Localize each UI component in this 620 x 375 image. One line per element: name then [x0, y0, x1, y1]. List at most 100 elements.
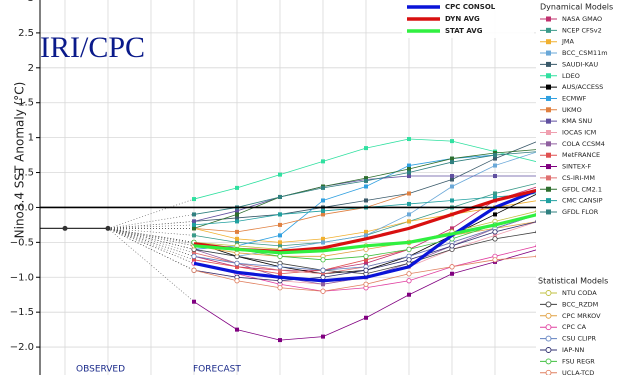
legend-label: CSU CLIPR	[562, 335, 596, 343]
legend-marker	[545, 335, 552, 342]
point	[493, 191, 497, 196]
point	[493, 174, 497, 179]
point	[192, 299, 196, 304]
point	[449, 264, 455, 270]
legend-heading: Statistical Models	[538, 277, 608, 286]
legend-marker	[546, 209, 551, 215]
legend-marker	[546, 50, 551, 56]
point	[235, 240, 239, 245]
point	[407, 191, 411, 196]
legend-label: MetFRANCE	[562, 151, 600, 159]
y-tick-label: −0.5	[10, 237, 34, 248]
legend-label: SINTEX-F	[562, 163, 591, 171]
annotation: OBSERVED	[76, 365, 125, 375]
point	[321, 212, 325, 217]
point	[493, 153, 497, 158]
point	[407, 167, 411, 172]
observed-point	[62, 225, 68, 231]
point	[493, 194, 497, 199]
point	[450, 174, 454, 179]
series-line	[193, 193, 410, 233]
point	[450, 177, 454, 182]
point	[235, 327, 239, 332]
point	[406, 246, 412, 252]
legend-marker	[545, 347, 552, 353]
legend-marker	[546, 164, 551, 170]
point	[363, 246, 369, 252]
legend-label: STAT AVG	[445, 27, 483, 35]
point	[321, 159, 325, 164]
legend-label: IOCAS ICM	[562, 129, 596, 137]
connector	[107, 228, 195, 243]
chart-title: IRI/CPC	[40, 31, 145, 64]
legend-marker	[546, 73, 551, 79]
annotation: FORECAST	[193, 365, 241, 375]
point	[492, 236, 498, 242]
point	[364, 229, 368, 234]
legend-label: AUS/ACCESS	[562, 83, 603, 91]
point	[235, 185, 239, 190]
legend-label: CS-IRI-MM	[562, 174, 595, 182]
legend-marker	[546, 27, 551, 33]
legend-marker	[546, 175, 551, 181]
series-line	[193, 154, 496, 250]
point	[535, 244, 536, 248]
point	[278, 233, 282, 238]
point	[363, 253, 369, 259]
legend-marker	[545, 312, 552, 319]
point	[407, 219, 411, 224]
legend-label: BCC_CSM11m	[562, 49, 608, 57]
point	[191, 253, 197, 259]
legend-label: ECMWF	[562, 94, 587, 102]
point	[364, 315, 368, 320]
point	[235, 219, 239, 224]
point	[234, 260, 240, 266]
point	[492, 257, 498, 263]
point	[278, 194, 282, 199]
legend-label: GFDL FLOR	[562, 208, 599, 216]
connector	[107, 228, 195, 245]
point	[364, 233, 368, 238]
point	[407, 292, 411, 297]
legend-label: NASA GMAO	[562, 15, 602, 23]
point	[364, 261, 368, 266]
point	[320, 274, 326, 280]
connector	[107, 214, 195, 229]
point	[535, 254, 536, 258]
connector	[107, 198, 195, 229]
legend-label: NTU CODA	[562, 289, 597, 297]
legend-marker	[546, 16, 551, 22]
legend-marker	[546, 198, 551, 204]
point	[278, 338, 282, 343]
series-line	[193, 189, 536, 283]
y-tick-label: 3	[28, 0, 34, 4]
point	[492, 229, 498, 235]
legend-marker	[545, 369, 552, 375]
point	[277, 253, 283, 259]
point	[321, 208, 325, 213]
legend-label: DYN AVG	[445, 15, 480, 23]
legend-label: CPC MRKOV	[562, 312, 601, 320]
point	[406, 257, 412, 263]
connector	[107, 228, 195, 264]
legend-marker	[545, 358, 552, 365]
point	[406, 278, 412, 284]
point	[235, 229, 239, 234]
point	[407, 201, 411, 206]
point	[363, 267, 369, 273]
legend-marker	[546, 107, 551, 113]
legend-marker	[546, 95, 551, 101]
legend-marker	[546, 141, 551, 147]
point	[278, 240, 282, 245]
y-tick-label: 2.5	[18, 28, 34, 39]
legend-label: JMA	[561, 38, 575, 46]
point	[278, 243, 282, 248]
connector	[107, 228, 195, 261]
point	[278, 271, 282, 276]
point	[364, 184, 368, 189]
point	[493, 156, 497, 161]
point	[407, 170, 411, 175]
legend-label: UCLA-TCD	[562, 369, 594, 375]
y-tick-label: −1.0	[10, 272, 34, 283]
legend-marker	[545, 301, 552, 308]
